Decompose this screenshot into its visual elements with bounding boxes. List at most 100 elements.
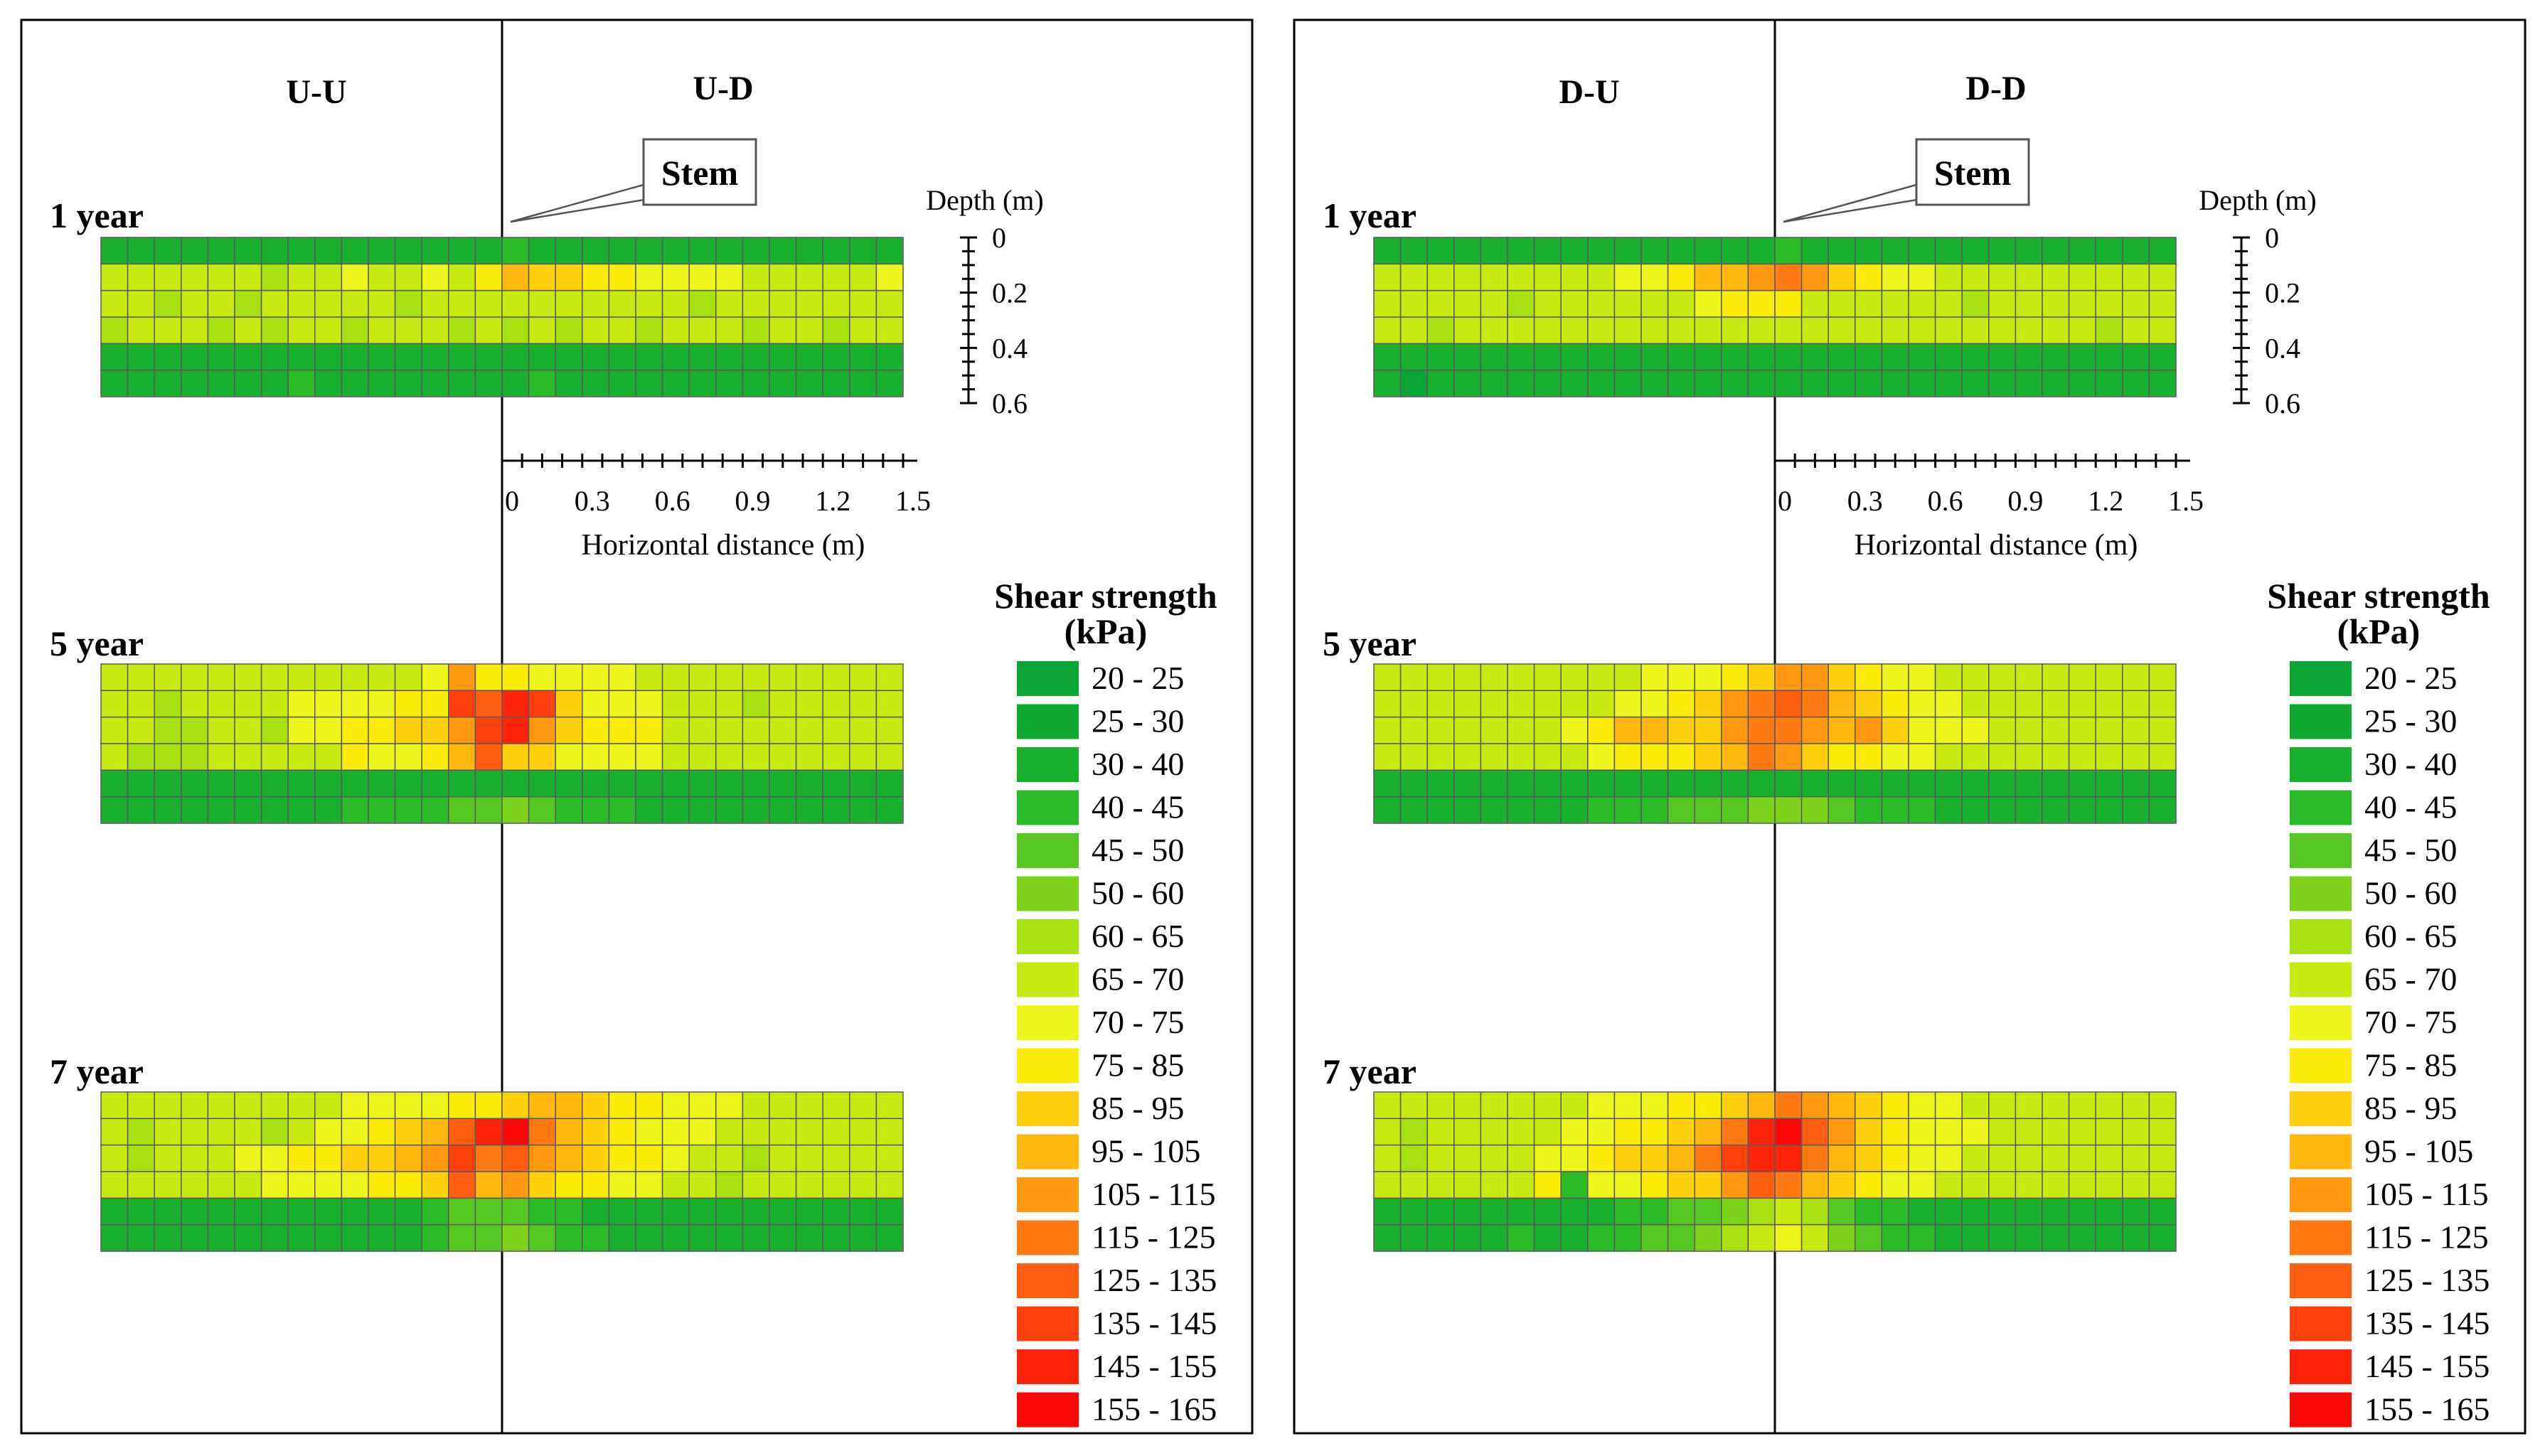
heatmap-cell — [2095, 1091, 2123, 1120]
heatmap-cell — [207, 796, 235, 824]
heatmap-cell — [1613, 263, 1642, 291]
heatmap-cell — [1507, 1171, 1535, 1199]
heatmap-cell — [421, 343, 449, 371]
heatmap-cell — [2068, 1144, 2096, 1172]
heatmap-cell — [1533, 769, 1562, 798]
heatmap-cell — [394, 369, 422, 397]
heatmap-cell — [2015, 769, 2043, 798]
heatmap-cell — [1613, 769, 1642, 798]
heatmap-cell — [2015, 1197, 2043, 1226]
heatmap-cell — [1426, 663, 1455, 692]
heatmap-cell — [1533, 1197, 1562, 1226]
heatmap-cell — [1774, 343, 1803, 371]
heatmap-cell — [260, 690, 289, 718]
heatmap-cell — [1480, 1197, 1508, 1226]
heatmap-cell — [501, 1118, 530, 1146]
heatmap-cell — [260, 743, 289, 771]
heatmap-cell — [2095, 316, 2123, 345]
legend-title: Shear strength — [2267, 576, 2490, 616]
heatmap-cell — [2015, 1171, 2043, 1199]
heatmap-cell — [1881, 263, 1909, 291]
heatmap-cell — [1828, 343, 1856, 371]
heatmap-cell — [2095, 1171, 2123, 1199]
heatmap-cell — [2068, 369, 2096, 397]
heatmap-cell — [555, 316, 583, 345]
heatmap-cell — [207, 769, 235, 798]
heatmap-cell — [1587, 316, 1616, 345]
heatmap-cell — [1694, 769, 1722, 798]
heatmap-cell — [849, 1171, 877, 1199]
heatmap-cell — [1507, 343, 1535, 371]
heatmap-cell — [795, 1171, 823, 1199]
heatmap-cell — [1800, 343, 1829, 371]
heatmap-cell — [582, 663, 610, 692]
heatmap-cell — [1399, 1197, 1428, 1226]
heatmap-cell — [1747, 1118, 1776, 1146]
heatmap-cell — [1533, 1171, 1562, 1199]
heatmap-cell — [2122, 263, 2150, 291]
heatmap-cell — [100, 796, 129, 824]
legend-swatch — [2290, 876, 2352, 911]
heatmap-cell — [1613, 716, 1642, 744]
heatmap-cell — [1373, 1171, 1402, 1199]
heatmap-cell — [1453, 1144, 1482, 1172]
heatmap-cell — [715, 369, 744, 397]
heatmap-cell — [421, 743, 449, 771]
heatmap-cell — [181, 690, 209, 718]
heatmap-cell — [1533, 237, 1562, 265]
heatmap-cell — [555, 1091, 583, 1120]
heatmap-cell — [1934, 1171, 1963, 1199]
heatmap-cell — [528, 1091, 556, 1120]
heatmap-cell — [2042, 263, 2070, 291]
heatmap-cell — [742, 237, 770, 265]
heatmap-cell — [1694, 743, 1722, 771]
heatmap-cell — [1373, 1197, 1402, 1226]
heatmap-cell — [608, 1197, 636, 1226]
heatmap-cell — [287, 743, 316, 771]
heatmap-cell — [1613, 690, 1642, 718]
legend-swatch — [2290, 704, 2352, 739]
heatmap-cell — [1453, 663, 1482, 692]
right-section-label: U-D — [693, 70, 753, 107]
heatmap-cell — [1453, 237, 1482, 265]
heatmap-cell — [314, 743, 343, 771]
heatmap-cell — [1855, 343, 1883, 371]
heatmap-7-year — [100, 1091, 904, 1252]
heatmap-cell — [742, 289, 770, 318]
heatmap-cell — [1747, 263, 1776, 291]
heatmap-cell — [769, 1171, 797, 1199]
heatmap-cell — [341, 1118, 369, 1146]
heatmap-cell — [875, 289, 904, 318]
heatmap-cell — [154, 1118, 182, 1146]
heatmap-cell — [849, 743, 877, 771]
heatmap-cell — [181, 1144, 209, 1172]
heatmap-cell — [1640, 716, 1669, 744]
heatmap-cell — [207, 1171, 235, 1199]
legend-title-unit: (kPa) — [1065, 611, 1148, 651]
heatmap-cell — [181, 1224, 209, 1252]
legend-label: 145 - 155 — [2364, 1348, 2490, 1384]
heatmap-cell — [287, 1118, 316, 1146]
heatmap-cell — [555, 289, 583, 318]
heatmap-cell — [287, 369, 316, 397]
heatmap-cell — [2042, 1224, 2070, 1252]
heatmap-cell — [1774, 663, 1803, 692]
heatmap-cell — [769, 263, 797, 291]
heatmap-cell — [448, 343, 476, 371]
heatmap-cell — [1480, 1171, 1508, 1199]
heatmap-cell — [1934, 663, 1963, 692]
heatmap-cell — [1881, 796, 1909, 824]
heatmap-cell — [1908, 369, 1936, 397]
heatmap-cell — [448, 796, 476, 824]
heatmap-cell — [448, 663, 476, 692]
heatmap-cell — [1828, 369, 1856, 397]
heatmap-cell — [555, 263, 583, 291]
heatmap-cell — [1961, 369, 1990, 397]
heatmap-cell — [100, 1144, 129, 1172]
heatmap-cell — [1480, 343, 1508, 371]
legend-swatch — [1017, 1263, 1079, 1298]
heatmap-cell — [875, 1091, 904, 1120]
heatmap-cell — [742, 1118, 770, 1146]
heatmap-cell — [582, 743, 610, 771]
heatmap-cell — [1507, 263, 1535, 291]
